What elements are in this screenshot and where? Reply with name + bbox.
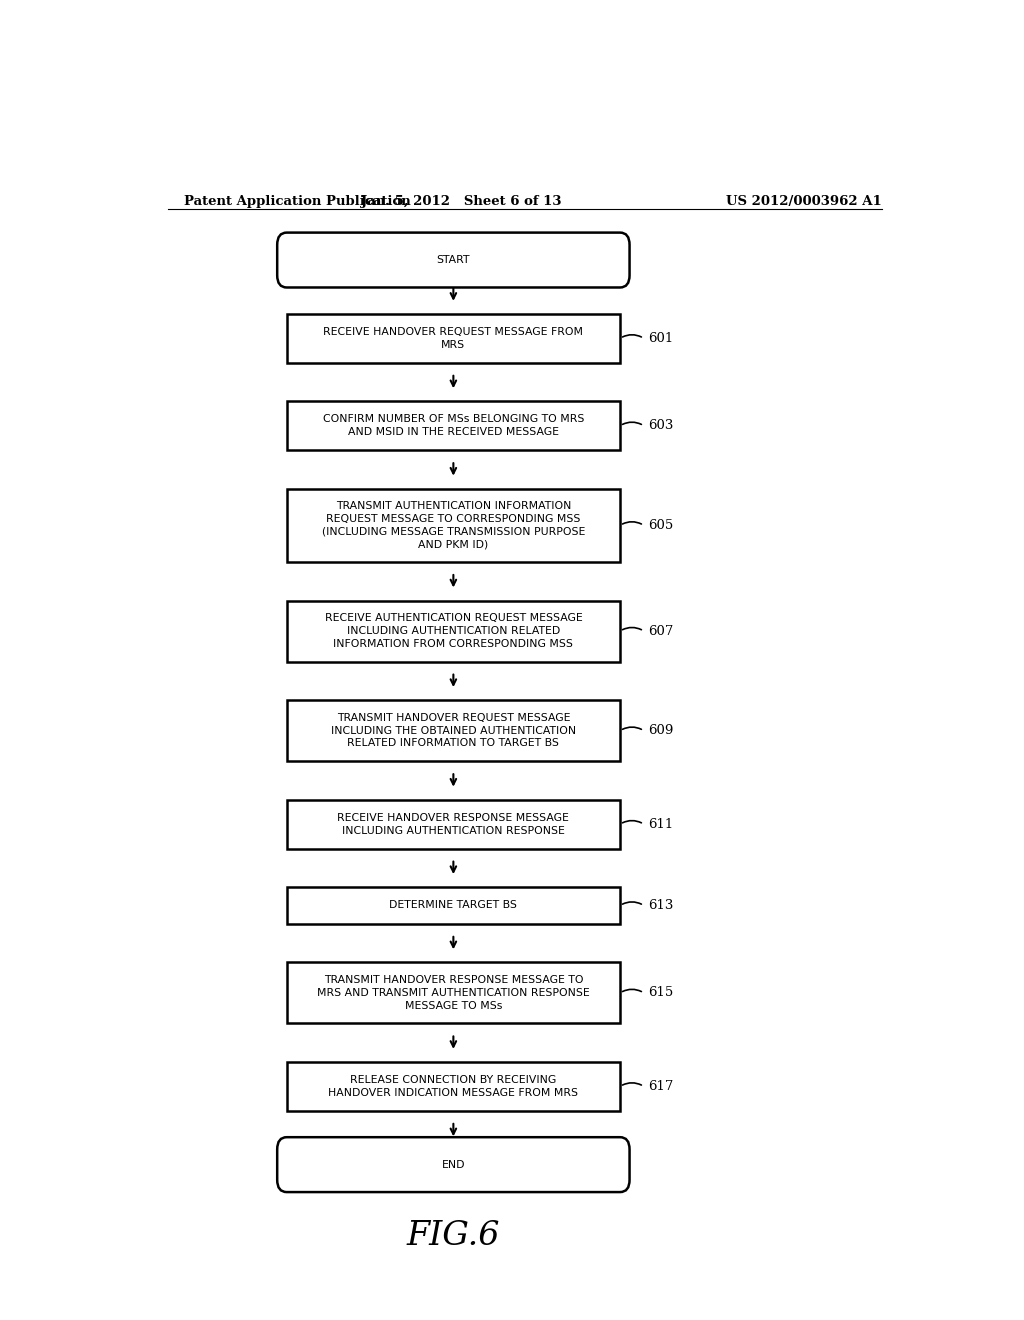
Text: 609: 609 (648, 725, 673, 737)
FancyBboxPatch shape (287, 488, 620, 562)
Text: TRANSMIT AUTHENTICATION INFORMATION
REQUEST MESSAGE TO CORRESPONDING MSS
(INCLUD: TRANSMIT AUTHENTICATION INFORMATION REQU… (322, 502, 585, 549)
Text: CONFIRM NUMBER OF MSs BELONGING TO MRS
AND MSID IN THE RECEIVED MESSAGE: CONFIRM NUMBER OF MSs BELONGING TO MRS A… (323, 414, 584, 437)
FancyBboxPatch shape (278, 1138, 630, 1192)
Text: 607: 607 (648, 624, 673, 638)
FancyBboxPatch shape (287, 962, 620, 1023)
Text: RECEIVE HANDOVER RESPONSE MESSAGE
INCLUDING AUTHENTICATION RESPONSE: RECEIVE HANDOVER RESPONSE MESSAGE INCLUD… (338, 813, 569, 836)
Text: Jan. 5, 2012   Sheet 6 of 13: Jan. 5, 2012 Sheet 6 of 13 (361, 194, 561, 207)
FancyBboxPatch shape (278, 232, 630, 288)
Text: FIG.6: FIG.6 (407, 1220, 500, 1251)
FancyBboxPatch shape (287, 401, 620, 450)
FancyBboxPatch shape (287, 601, 620, 661)
Text: END: END (441, 1160, 465, 1170)
Text: DETERMINE TARGET BS: DETERMINE TARGET BS (389, 900, 517, 911)
FancyBboxPatch shape (287, 887, 620, 924)
Text: 601: 601 (648, 331, 673, 345)
Text: START: START (436, 255, 470, 265)
Text: 605: 605 (648, 519, 673, 532)
Text: RECEIVE HANDOVER REQUEST MESSAGE FROM
MRS: RECEIVE HANDOVER REQUEST MESSAGE FROM MR… (324, 327, 584, 350)
FancyBboxPatch shape (287, 314, 620, 363)
Text: Patent Application Publication: Patent Application Publication (183, 194, 411, 207)
Text: RELEASE CONNECTION BY RECEIVING
HANDOVER INDICATION MESSAGE FROM MRS: RELEASE CONNECTION BY RECEIVING HANDOVER… (329, 1074, 579, 1098)
FancyBboxPatch shape (287, 1063, 620, 1110)
Text: RECEIVE AUTHENTICATION REQUEST MESSAGE
INCLUDING AUTHENTICATION RELATED
INFORMAT: RECEIVE AUTHENTICATION REQUEST MESSAGE I… (325, 614, 583, 649)
Text: 611: 611 (648, 817, 673, 830)
Text: 617: 617 (648, 1080, 673, 1093)
Text: TRANSMIT HANDOVER REQUEST MESSAGE
INCLUDING THE OBTAINED AUTHENTICATION
RELATED : TRANSMIT HANDOVER REQUEST MESSAGE INCLUD… (331, 713, 575, 748)
Text: 603: 603 (648, 420, 673, 432)
Text: 615: 615 (648, 986, 673, 999)
Text: US 2012/0003962 A1: US 2012/0003962 A1 (726, 194, 882, 207)
Text: TRANSMIT HANDOVER RESPONSE MESSAGE TO
MRS AND TRANSMIT AUTHENTICATION RESPONSE
M: TRANSMIT HANDOVER RESPONSE MESSAGE TO MR… (317, 975, 590, 1011)
FancyBboxPatch shape (287, 800, 620, 849)
Text: 613: 613 (648, 899, 673, 912)
FancyBboxPatch shape (287, 700, 620, 762)
